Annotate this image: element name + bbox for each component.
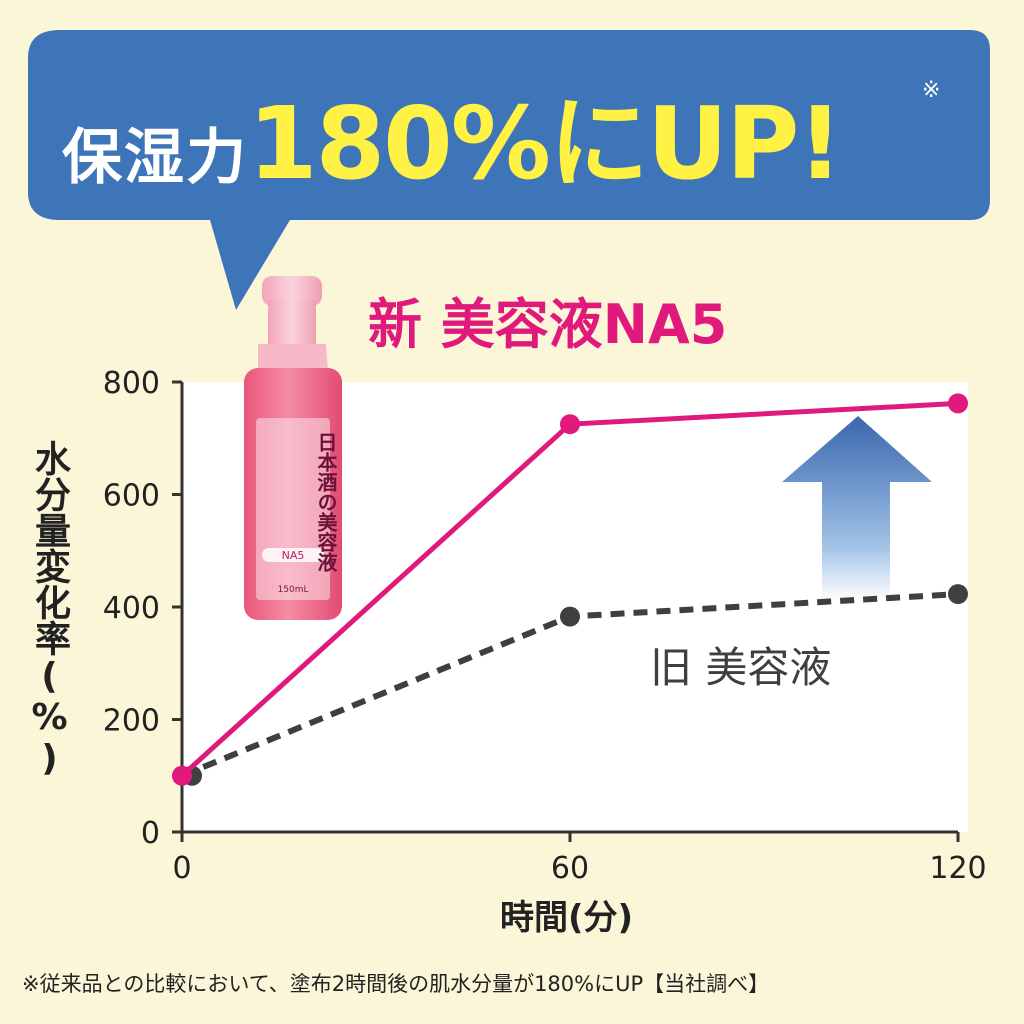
series-point-new: [948, 393, 968, 414]
x-tick-label: 0: [172, 851, 191, 886]
headline-highlight: 180%にUP!: [248, 85, 843, 202]
product-bottle-image: NA5 150mL: [244, 276, 342, 620]
bottle-label-text: 日本酒の美容液: [314, 432, 338, 572]
speech-bubble: [28, 30, 990, 310]
y-tick-label: 800: [103, 366, 160, 401]
series-point-old: [560, 606, 580, 627]
up-arrow-annotation: [782, 416, 932, 602]
bottle-volume: 150mL: [278, 585, 309, 595]
bottle-badge: NA5: [282, 549, 305, 562]
series-point-new: [172, 765, 192, 786]
x-axis-label: 時間(分): [500, 898, 634, 938]
headline: 保湿力 180%にUP!: [62, 62, 843, 212]
y-axis-label: 水分量変化率(%): [29, 440, 70, 779]
series-label-old: 旧 美容液: [650, 643, 832, 692]
tick-layer: 0 200 400 600 800 0 60 120: [103, 366, 987, 886]
x-tick-label: 60: [551, 851, 589, 886]
series-label-new: 新 美容液NA5: [368, 293, 728, 356]
headline-note-mark: ※: [922, 78, 941, 103]
y-tick-label: 0: [141, 816, 160, 851]
headline-prefix: 保湿力: [62, 123, 248, 193]
x-tick-label: 120: [929, 851, 986, 886]
y-tick-label: 200: [103, 704, 160, 739]
y-tick-label: 600: [103, 479, 160, 514]
footnote: ※従来品との比較において、塗布2時間後の肌水分量が180%にUP【当社調べ】: [22, 972, 770, 996]
series-point-old: [948, 584, 968, 605]
y-tick-label: 400: [103, 591, 160, 626]
series-point-new: [560, 414, 580, 435]
series-layer: [172, 393, 968, 786]
